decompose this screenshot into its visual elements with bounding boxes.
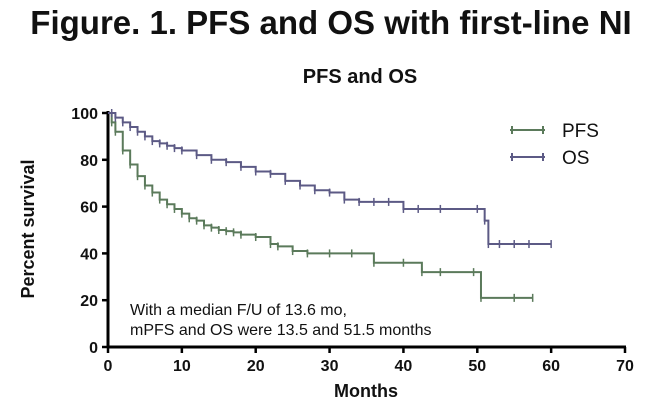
series-os <box>108 109 552 249</box>
y-tick-label: 0 <box>89 340 98 357</box>
y-tick-label: 20 <box>80 293 98 310</box>
x-tick-label: 20 <box>247 358 265 375</box>
x-tick-label: 10 <box>173 358 191 375</box>
y-tick-label: 100 <box>71 106 98 123</box>
y-tick-label: 60 <box>80 200 98 217</box>
series-line-pfs <box>108 112 533 299</box>
axis-ticks: 0 10 20 30 40 50 60 70 0 20 40 60 80 100 <box>71 106 634 375</box>
axes <box>106 111 626 349</box>
x-tick-label: 40 <box>395 358 413 375</box>
x-axis-label: Months <box>334 381 398 401</box>
series-pfs <box>108 112 534 302</box>
x-tick-label: 0 <box>104 358 113 375</box>
x-tick-label: 50 <box>468 358 486 375</box>
legend-pfs-label: PFS <box>562 121 599 142</box>
x-tick-label: 60 <box>542 358 560 375</box>
legend: PFS OS <box>510 121 599 169</box>
x-tick-label: 30 <box>321 358 339 375</box>
figure-title: Figure. 1. PFS and OS with first-line NI <box>30 4 632 41</box>
y-tick-label: 80 <box>80 153 98 170</box>
chart-title: PFS and OS <box>303 66 417 88</box>
legend-os-label: OS <box>562 148 589 169</box>
annotation-line-2: mPFS and OS were 13.5 and 51.5 months <box>130 322 432 339</box>
series-layer <box>108 109 552 302</box>
y-tick-label: 40 <box>80 246 98 263</box>
y-axis-label: Percent survival <box>18 159 38 298</box>
x-tick-label: 70 <box>616 358 634 375</box>
annotation-line-1: With a median F/U of 13.6 mo, <box>130 302 347 319</box>
